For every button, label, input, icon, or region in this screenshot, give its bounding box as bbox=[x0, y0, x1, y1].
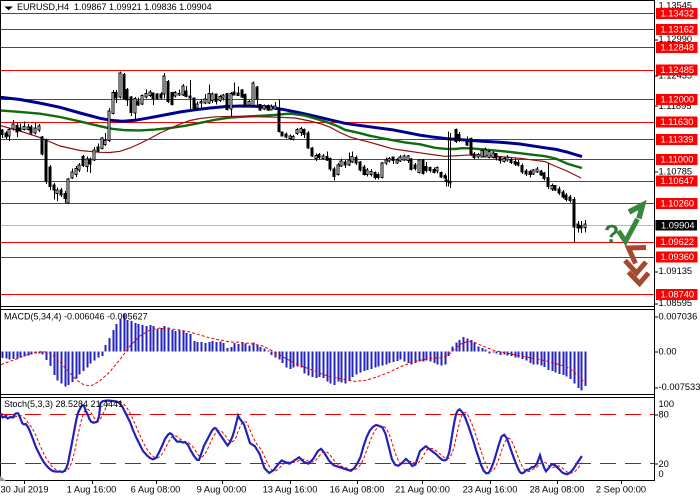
svg-text:1.09622: 1.09622 bbox=[661, 237, 695, 247]
svg-text:0.007036: 0.007036 bbox=[659, 312, 698, 322]
svg-text:20: 20 bbox=[659, 459, 669, 469]
svg-text:30 Jul 2019: 30 Jul 2019 bbox=[0, 485, 48, 495]
svg-text:1.08740: 1.08740 bbox=[661, 290, 695, 300]
svg-text:EURUSD,H4 1.09867 1.09921 1.0: EURUSD,H4 1.09867 1.09921 1.09836 1.0990… bbox=[17, 2, 212, 12]
svg-text:16 Aug 08:00: 16 Aug 08:00 bbox=[330, 485, 385, 495]
svg-text:1.12435: 1.12435 bbox=[659, 71, 693, 81]
svg-text:1.10260: 1.10260 bbox=[661, 199, 695, 209]
svg-text:1.12485: 1.12485 bbox=[661, 65, 695, 75]
svg-text:1.13545: 1.13545 bbox=[659, 1, 693, 11]
svg-text:1.13162: 1.13162 bbox=[661, 25, 695, 35]
svg-text:MACD(5,34,4) -0.006046 -0.0056: MACD(5,34,4) -0.006046 -0.005627 bbox=[4, 312, 148, 322]
svg-text:1 Aug 16:00: 1 Aug 16:00 bbox=[67, 485, 117, 495]
svg-text:1.12000: 1.12000 bbox=[661, 95, 695, 105]
svg-text:1.09360: 1.09360 bbox=[661, 252, 695, 262]
svg-text:1.12990: 1.12990 bbox=[659, 34, 693, 44]
svg-text:0: 0 bbox=[659, 469, 664, 479]
svg-text:80: 80 bbox=[659, 410, 669, 420]
svg-text:-0.007533: -0.007533 bbox=[659, 382, 700, 392]
svg-text:1.11339: 1.11339 bbox=[661, 135, 694, 145]
svg-text:1.11895: 1.11895 bbox=[659, 101, 692, 111]
svg-text:13 Aug 16:00: 13 Aug 16:00 bbox=[263, 485, 318, 495]
svg-text:Stoch(5,3,3) 28.5284 21.4441: Stoch(5,3,3) 28.5284 21.4441 bbox=[4, 399, 123, 409]
svg-text:1.13432: 1.13432 bbox=[661, 9, 695, 19]
svg-text:100: 100 bbox=[659, 399, 675, 409]
svg-text:?: ? bbox=[604, 221, 619, 249]
svg-text:2 Sep 00:00: 2 Sep 00:00 bbox=[596, 485, 646, 495]
svg-text:1.10785: 1.10785 bbox=[659, 167, 693, 177]
svg-text:9 Aug 00:00: 9 Aug 00:00 bbox=[197, 485, 247, 495]
svg-text:1.08595: 1.08595 bbox=[659, 298, 693, 308]
svg-text:1.09135: 1.09135 bbox=[659, 266, 693, 276]
svg-text:21 Aug 00:00: 21 Aug 00:00 bbox=[395, 485, 450, 495]
svg-text:28 Aug 08:00: 28 Aug 08:00 bbox=[530, 485, 585, 495]
svg-text:0.00: 0.00 bbox=[659, 347, 677, 357]
svg-text:1.11630: 1.11630 bbox=[661, 117, 694, 127]
svg-text:6 Aug 08:00: 6 Aug 08:00 bbox=[131, 485, 181, 495]
svg-text:1.11000: 1.11000 bbox=[661, 155, 694, 165]
svg-text:23 Aug 16:00: 23 Aug 16:00 bbox=[463, 485, 518, 495]
svg-text:1.09904: 1.09904 bbox=[661, 221, 695, 231]
svg-text:1.10647: 1.10647 bbox=[661, 176, 695, 186]
svg-text:1.12848: 1.12848 bbox=[661, 43, 695, 53]
